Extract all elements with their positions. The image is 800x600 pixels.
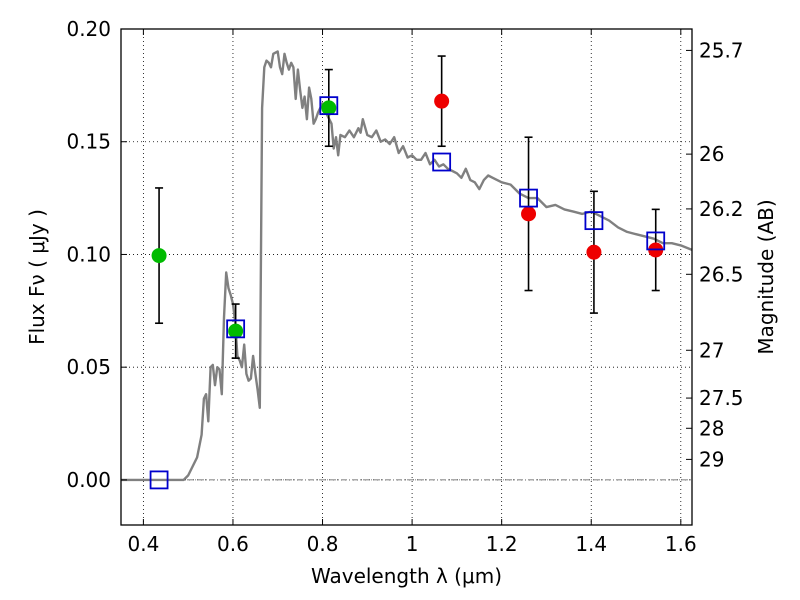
right-tick-label: 27 [699, 338, 724, 362]
model-point [226, 319, 246, 339]
data-point [521, 206, 537, 222]
x-tick-label: 1.2 [486, 532, 518, 556]
y-tick-label: 0.15 [66, 130, 111, 154]
x-tick-label: 0.8 [307, 532, 339, 556]
y-tick-label: 0.05 [66, 355, 111, 379]
right-axis-title: Magnitude (AB) [754, 199, 778, 354]
x-tick-label: 1.6 [665, 532, 697, 556]
data-point [228, 323, 244, 339]
photometry-markers [149, 93, 666, 490]
x-axis-title: Wavelength λ (μm) [311, 564, 502, 588]
error-bars [155, 55, 660, 359]
model-point [319, 96, 339, 116]
model-point [584, 211, 604, 231]
x-tick-label: 0.6 [217, 532, 249, 556]
grid-lines [121, 28, 692, 525]
y-tick-label: 0.20 [66, 17, 111, 41]
right-tick-label: 25.7 [699, 38, 744, 62]
right-tick-label: 27.5 [699, 386, 744, 410]
right-tick-label: 29 [699, 447, 724, 471]
right-tick-label: 26 [699, 142, 724, 166]
x-tick-label: 1.4 [575, 532, 607, 556]
spectrum-line [121, 50, 693, 482]
data-point [321, 100, 337, 116]
data-point [586, 244, 602, 260]
model-point [646, 231, 666, 251]
y-tick-label: 0.10 [66, 242, 111, 266]
plot-frame [120, 28, 693, 526]
y-axis-title: Flux Fν ( μJy ) [25, 209, 49, 345]
x-tick-label: 0.4 [127, 532, 159, 556]
model-spectrum [121, 50, 693, 482]
model-point [519, 188, 538, 208]
model-point [149, 470, 169, 490]
data-point [151, 248, 167, 264]
data-point [434, 93, 450, 109]
right-tick-label: 26.5 [699, 262, 744, 286]
model-point [432, 152, 452, 172]
right-tick-label: 26.2 [699, 197, 744, 221]
y-tick-label: 0.00 [66, 468, 111, 492]
x-tick-label: 1 [406, 532, 419, 556]
axis-ticks: 0.4 0.6 0.8 1 1.2 1.4 1.6 0.00 0.05 0.10 0.15 0.20 2… [66, 17, 743, 556]
right-tick-label: 28 [699, 416, 724, 440]
